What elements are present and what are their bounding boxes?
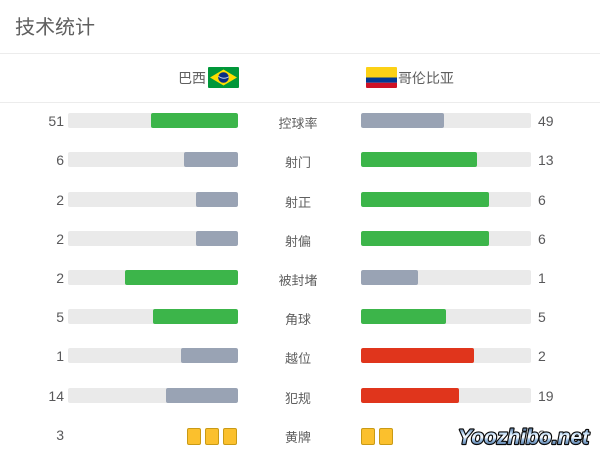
svg-text:Yoozhibo.net: Yoozhibo.net [458, 426, 590, 449]
